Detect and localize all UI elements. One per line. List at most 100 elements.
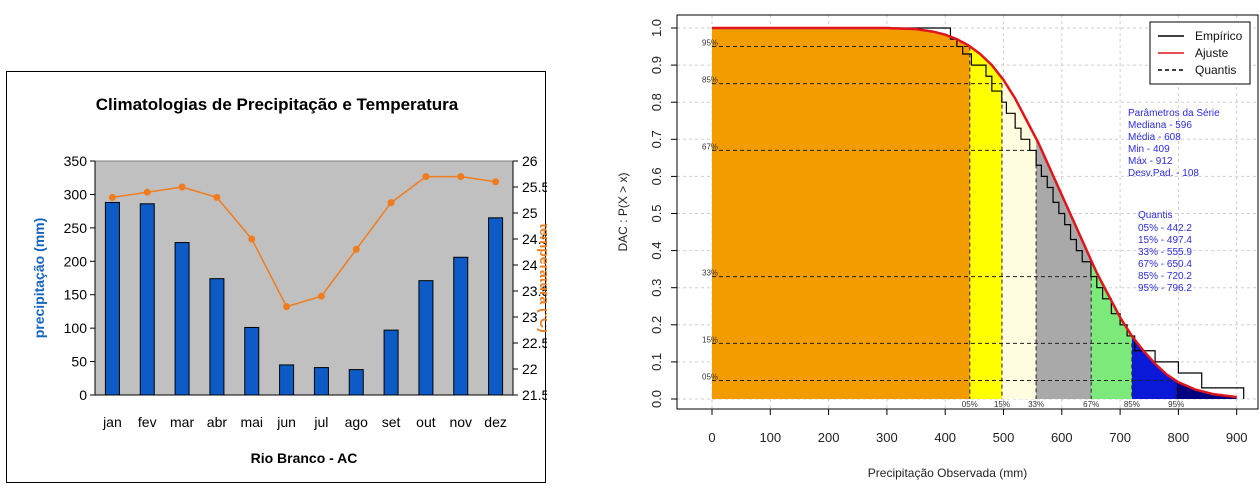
quantile-x-label: 85% xyxy=(1124,400,1140,409)
y-tick-label: 100 xyxy=(64,320,88,336)
params-line: Média - 608 xyxy=(1128,132,1181,143)
quantile-band-1 xyxy=(969,46,1002,399)
x-tick-label: 400 xyxy=(934,430,956,445)
bar-nov xyxy=(453,256,469,396)
temperature-point-mai xyxy=(248,235,256,243)
x-axis-label: Rio Branco - AC xyxy=(251,450,358,466)
quantile-y-label: 67% xyxy=(702,142,718,151)
temperature-point-out xyxy=(422,173,430,181)
x-tick-label: fev xyxy=(138,414,157,430)
bar-ago xyxy=(348,369,364,396)
chart-title: Climatologias de Precipitação e Temperat… xyxy=(96,95,459,114)
quantis-line: 67% - 650.4 xyxy=(1138,259,1192,270)
y2-tick-label: 25 xyxy=(522,205,538,221)
y-tick-label: 0.4 xyxy=(649,242,664,260)
y2-tick-label: 24 xyxy=(522,257,538,273)
quantile-band-4 xyxy=(1091,260,1132,399)
x-tick-label: ago xyxy=(345,414,369,430)
x-tick-label: jun xyxy=(276,414,296,430)
quantile-x-label: 33% xyxy=(1028,400,1044,409)
quantile-y-label: 33% xyxy=(702,269,718,278)
y-tick-label: 0.5 xyxy=(649,204,664,222)
quantile-band-2 xyxy=(1001,78,1037,399)
bar-fev xyxy=(139,203,155,396)
bar-set xyxy=(383,329,399,396)
exceedance-chart: 05% 15% 33% 67% 85% 95% 95% 85% 67% 33% 15% 05% 0 100… xyxy=(616,14,1259,480)
x-tick-label: mar xyxy=(170,414,194,430)
quantile-band-3 xyxy=(1036,138,1092,399)
temperature-point-mar xyxy=(178,183,186,191)
params-line: Mediana - 596 xyxy=(1128,120,1192,131)
y2-tick-label: 21.5 xyxy=(522,387,547,403)
x-tick-label: jul xyxy=(313,414,328,430)
y2-tick-label: 25.5 xyxy=(522,179,547,195)
y-tick-label: 0.7 xyxy=(649,130,664,148)
x-tick-label: abr xyxy=(207,414,228,430)
quantile-y-label: 85% xyxy=(702,76,718,85)
x-tick-label: 700 xyxy=(1109,430,1131,445)
quantile-x-label: 67% xyxy=(1083,400,1099,409)
params-line: Máx - 912 xyxy=(1128,156,1173,167)
quantile-x-label: 05% xyxy=(962,400,978,409)
x-tick-label: nov xyxy=(449,414,472,430)
x-tick-label: out xyxy=(416,414,436,430)
climatology-chart: Climatologias de Precipitação e Temperat… xyxy=(31,95,547,466)
y-tick-label: 0.1 xyxy=(649,353,664,371)
temperature-point-jan xyxy=(108,193,116,201)
y-tick-label: 200 xyxy=(64,253,88,269)
quantis-title: Quantis xyxy=(1138,210,1172,221)
y-tick-label: 0.3 xyxy=(649,279,664,297)
quantile-y-label: 05% xyxy=(702,372,718,381)
quantis-line: 33% - 555.9 xyxy=(1138,247,1192,258)
temperature-point-jul xyxy=(317,292,325,300)
y2-tick-label: 22.5 xyxy=(522,335,547,351)
x-tick-label: 800 xyxy=(1168,430,1190,445)
quantile-y-label: 15% xyxy=(702,335,718,344)
quantis-line: 15% - 497.4 xyxy=(1138,235,1192,246)
y-tick-label: 0.6 xyxy=(649,167,664,185)
x-tick-label: 100 xyxy=(759,430,781,445)
y-tick-label: 50 xyxy=(71,354,87,370)
quantis-line: 05% - 442.2 xyxy=(1138,223,1192,234)
params-line: Min - 409 xyxy=(1128,144,1170,155)
bar-dez xyxy=(488,217,504,396)
y2-tick-label: 23.5 xyxy=(522,283,547,299)
temperature-point-set xyxy=(387,199,395,207)
plot-area xyxy=(94,160,514,396)
y-tick-label: 0 xyxy=(79,387,87,403)
y2-tick-label: 24.5 xyxy=(522,231,547,247)
quantile-x-label: 15% xyxy=(994,400,1010,409)
x-tick-label: 300 xyxy=(876,430,898,445)
temperature-point-dez xyxy=(492,178,500,186)
x-tick-label: 0 xyxy=(708,430,715,445)
temperature-point-nov xyxy=(457,173,465,181)
legend-label: Ajuste xyxy=(1195,46,1229,60)
quantis-line: 85% - 720.2 xyxy=(1138,271,1192,282)
x-tick-label: mai xyxy=(240,414,263,430)
bar-jul xyxy=(313,367,329,396)
x-tick-label: 500 xyxy=(993,430,1015,445)
bar-out xyxy=(418,280,434,396)
params-title: Parâmetros da Série xyxy=(1128,108,1220,119)
quantile-band-6 xyxy=(1176,380,1237,399)
quantis-line: 95% - 796.2 xyxy=(1138,283,1192,294)
temperature-point-abr xyxy=(213,193,221,201)
bar-jan xyxy=(104,201,120,396)
y2-tick-label: 23 xyxy=(522,309,538,325)
y-tick-label: 0.9 xyxy=(649,56,664,74)
params-line: Desv.Pad. - 108 xyxy=(1128,168,1199,179)
y2-tick-label: 22 xyxy=(522,361,538,377)
y2-axis-label: temperatura (ºC) xyxy=(537,223,547,332)
temperature-point-ago xyxy=(352,245,360,253)
quantile-y-label: 95% xyxy=(702,39,718,48)
bar-mar xyxy=(174,242,190,396)
bar-jun xyxy=(279,364,295,396)
legend-label: Quantis xyxy=(1195,63,1236,77)
y-tick-label: 150 xyxy=(64,287,88,303)
temperature-point-jun xyxy=(283,303,291,311)
temperature-point-fev xyxy=(143,188,151,196)
plot-frame xyxy=(676,14,1259,410)
x-tick-label: set xyxy=(382,414,401,430)
y-tick-label: 300 xyxy=(64,186,88,202)
y-tick-label: 250 xyxy=(64,220,88,236)
